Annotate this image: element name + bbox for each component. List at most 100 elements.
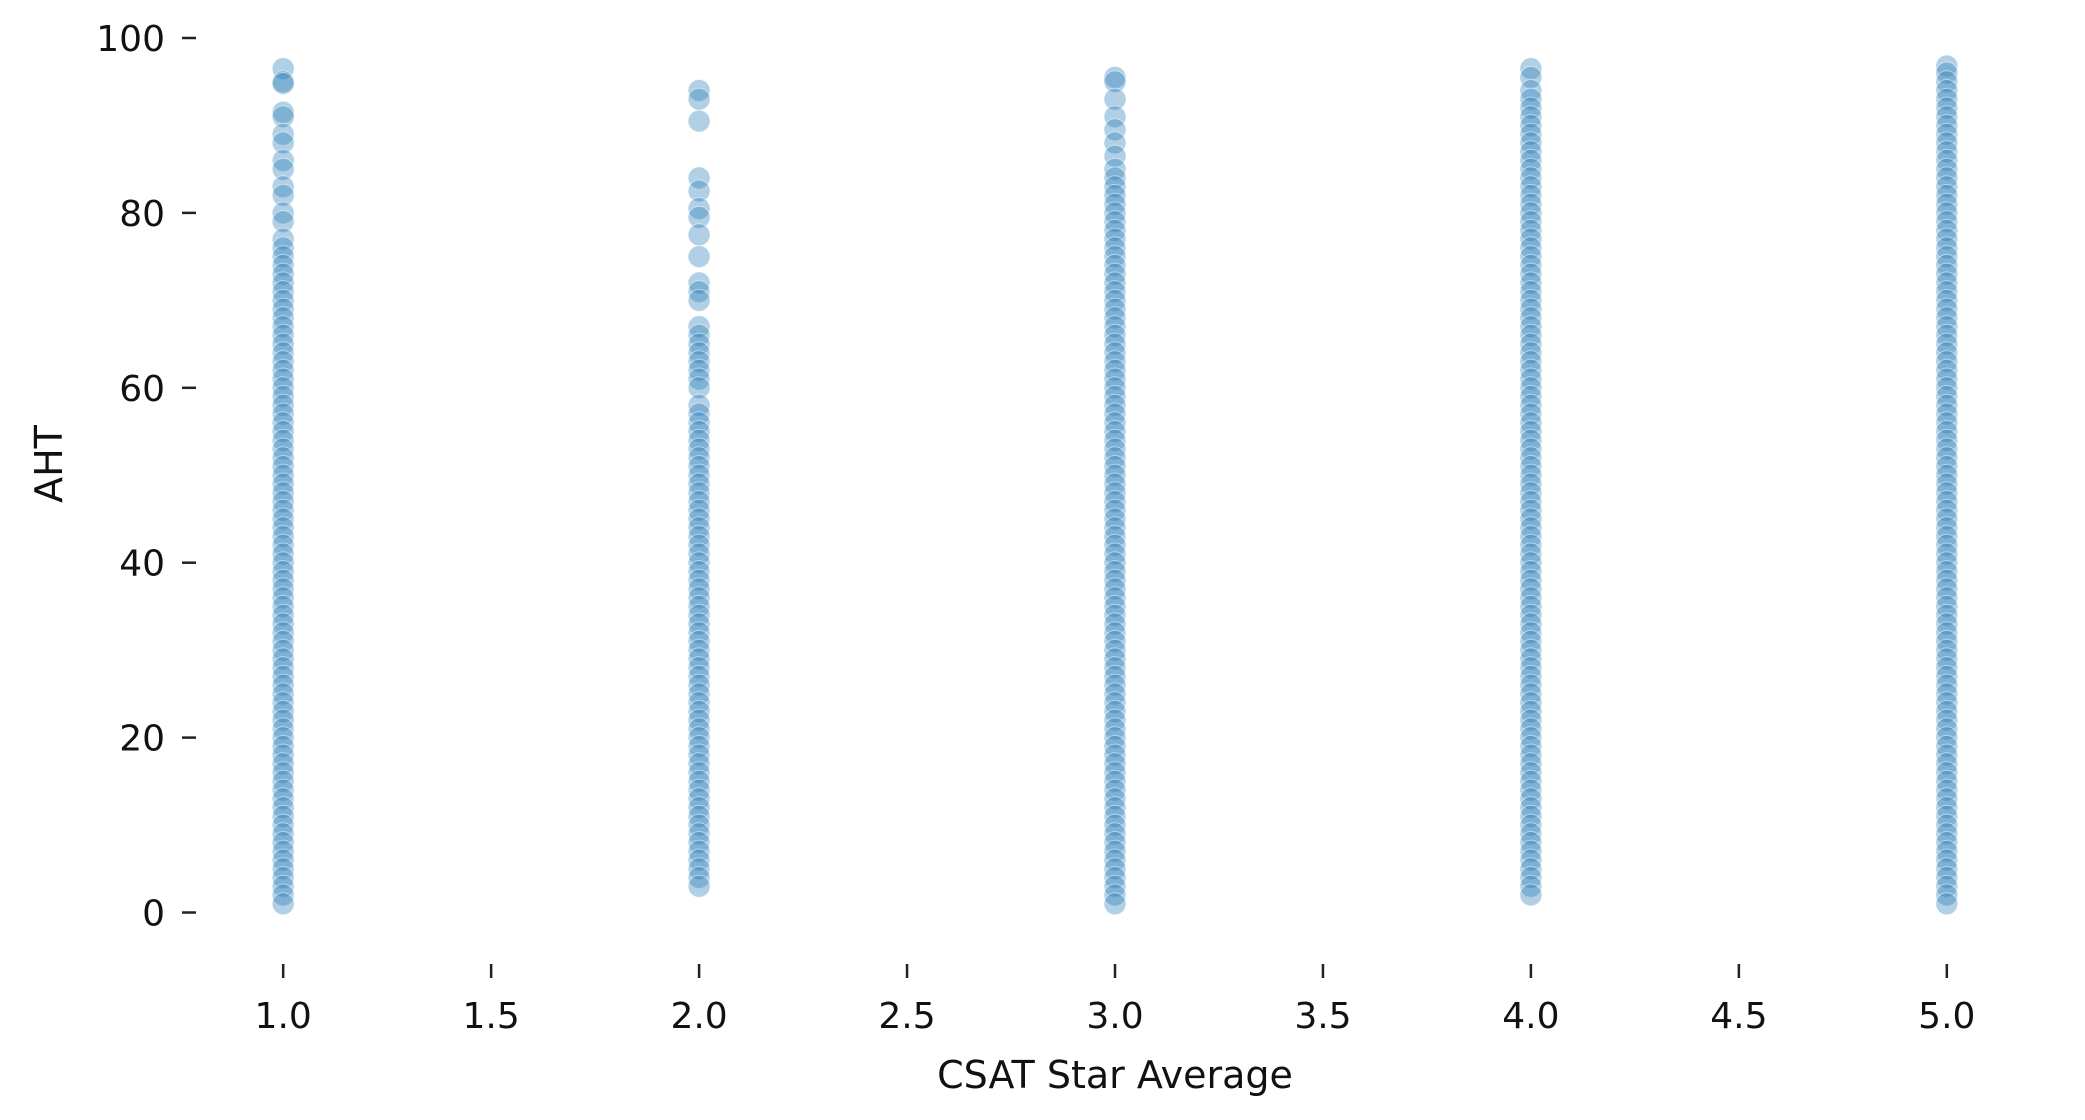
- data-point: [271, 367, 295, 391]
- data-point: [1935, 70, 1959, 94]
- data-point: [687, 533, 711, 557]
- data-point: [1935, 376, 1959, 400]
- data-point: [687, 734, 711, 758]
- data-point: [1519, 253, 1543, 277]
- data-point: [1935, 411, 1959, 435]
- data-point: [687, 761, 711, 785]
- data-point: [271, 769, 295, 793]
- data-point: [1935, 691, 1959, 715]
- data-point: [687, 323, 711, 347]
- data-point: [1519, 717, 1543, 741]
- data-point: [271, 647, 295, 671]
- x-tick-label: 4.0: [1502, 996, 1559, 1037]
- data-point: [1935, 481, 1959, 505]
- data-point: [687, 87, 711, 111]
- data-point: [1519, 280, 1543, 304]
- data-point: [1103, 481, 1127, 505]
- data-point: [1935, 271, 1959, 295]
- data-point: [1103, 560, 1127, 583]
- y-tick-label: 0: [142, 894, 165, 935]
- data-point: [1103, 463, 1127, 487]
- data-point: [1519, 883, 1543, 907]
- data-point: [271, 516, 295, 540]
- data-point: [1103, 699, 1127, 723]
- data-point: [1103, 166, 1127, 190]
- data-point: [1519, 481, 1543, 505]
- data-point: [1519, 350, 1543, 374]
- data-point: [271, 341, 295, 365]
- data-point: [1103, 341, 1127, 365]
- data-point: [1519, 411, 1543, 435]
- data-point: [687, 787, 711, 811]
- data-point: [271, 131, 295, 155]
- data-point: [1519, 341, 1543, 365]
- data-point: [1103, 201, 1127, 225]
- data-point: [1519, 542, 1543, 566]
- data-point: [1935, 813, 1959, 837]
- data-point: [271, 726, 295, 750]
- data-point: [1103, 507, 1127, 531]
- data-point: [1935, 323, 1959, 347]
- data-point: [1519, 629, 1543, 653]
- data-point: [1935, 629, 1959, 653]
- data-point: [1103, 192, 1127, 216]
- data-point: [1935, 787, 1959, 811]
- data-point: [687, 179, 711, 203]
- data-point: [271, 533, 295, 557]
- data-point: [1519, 358, 1543, 382]
- data-point: [1103, 288, 1127, 312]
- data-point: [1935, 122, 1959, 146]
- data-point: [271, 271, 295, 295]
- data-point: [1935, 280, 1959, 304]
- data-point: [687, 848, 711, 872]
- data-point: [1103, 586, 1127, 610]
- data-point: [1519, 507, 1543, 531]
- data-point: [1519, 262, 1543, 286]
- data-point: [1103, 271, 1127, 295]
- data-point: [1935, 218, 1959, 242]
- data-point: [271, 490, 295, 513]
- data-point: [1519, 437, 1543, 461]
- data-point: [271, 822, 295, 846]
- data-point: [687, 341, 711, 365]
- data-point: [1103, 848, 1127, 872]
- data-point: [1519, 122, 1543, 146]
- data-point: [271, 201, 295, 225]
- data-point: [1103, 769, 1127, 793]
- data-point: [1103, 498, 1127, 522]
- data-point: [271, 761, 295, 785]
- data-point: [687, 857, 711, 881]
- data-point: [1519, 323, 1543, 347]
- data-point: [1519, 533, 1543, 557]
- data-point: [1935, 638, 1959, 662]
- data-point: [1935, 385, 1959, 408]
- data-point: [1103, 332, 1127, 356]
- data-point: [1519, 218, 1543, 242]
- data-point: [271, 778, 295, 802]
- data-point: [1103, 157, 1127, 181]
- data-point: [1935, 288, 1959, 312]
- data-point: [1103, 647, 1127, 671]
- data-point: [1935, 621, 1959, 645]
- data-point: [1935, 332, 1959, 356]
- data-point: [1519, 455, 1543, 478]
- data-point: [687, 796, 711, 820]
- data-point: [1519, 192, 1543, 216]
- data-point: [1519, 157, 1543, 181]
- data-point: [1103, 664, 1127, 688]
- data-point: [1935, 796, 1959, 820]
- data-point: [1935, 839, 1959, 863]
- data-point: [1935, 114, 1959, 137]
- data-point: [687, 551, 711, 575]
- x-tick-label: 3.0: [1086, 996, 1143, 1037]
- data-point: [1103, 734, 1127, 758]
- data-point: [687, 778, 711, 802]
- data-point: [1935, 656, 1959, 680]
- data-point: [1935, 761, 1959, 785]
- data-point: [1103, 743, 1127, 767]
- data-point: [271, 866, 295, 889]
- data-point: [1103, 210, 1127, 234]
- data-point: [687, 446, 711, 470]
- data-point: [1935, 201, 1959, 225]
